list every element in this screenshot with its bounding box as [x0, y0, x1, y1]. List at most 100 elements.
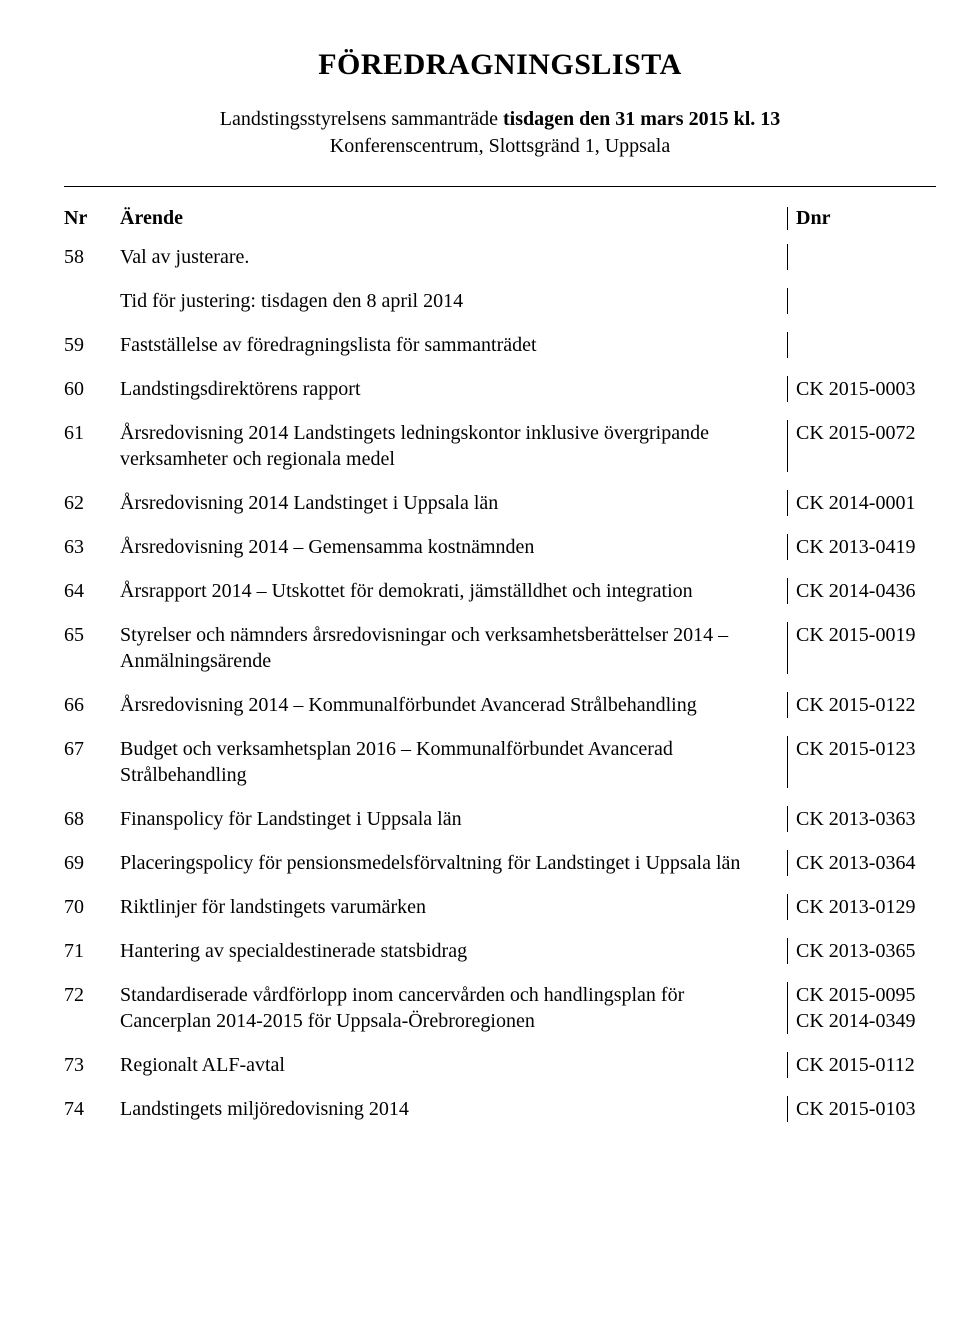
row-nr: 60 [64, 376, 120, 402]
dnr-line: CK 2015-0103 [796, 1096, 936, 1122]
table-row: 61Årsredovisning 2014 Landstingets ledni… [64, 420, 936, 472]
table-row: 73Regionalt ALF-avtal CK 2015-0112 [64, 1052, 936, 1078]
dnr-line: CK 2014-0436 [796, 578, 936, 604]
row-nr: 64 [64, 578, 120, 604]
table-row: 59Fastställelse av föredragningslista fö… [64, 332, 936, 358]
row-nr [64, 288, 120, 314]
table-body: 58Val av justerare. Tid för justering: ti… [64, 244, 936, 1122]
row-dnr: CK 2014-0436 [787, 578, 936, 604]
row-arende: Placeringspolicy för pensionsmedelsförva… [120, 850, 787, 876]
row-nr: 68 [64, 806, 120, 832]
row-dnr: CK 2013-0365 [787, 938, 936, 964]
row-arende: Landstingets miljöredovisning 2014 [120, 1096, 787, 1122]
row-arende: Riktlinjer för landstingets varumärken [120, 894, 787, 920]
row-arende: Årsrapport 2014 – Utskottet för demokrat… [120, 578, 787, 604]
row-nr: 62 [64, 490, 120, 516]
row-dnr: CK 2015-0003 [787, 376, 936, 402]
row-dnr [787, 244, 936, 270]
subtitle-bold: tisdagen den 31 mars 2015 kl. 13 [503, 108, 780, 130]
table-row: 66Årsredovisning 2014 – Kommunalförbunde… [64, 692, 936, 718]
row-arende: Årsredovisning 2014 Landstinget i Uppsal… [120, 490, 787, 516]
table-row: 65Styrelser och nämnders årsredovisninga… [64, 622, 936, 674]
row-arende: Standardiserade vårdförlopp inom cancerv… [120, 982, 787, 1034]
row-nr: 71 [64, 938, 120, 964]
dnr-line: CK 2015-0123 [796, 736, 936, 762]
row-arende: Årsredovisning 2014 – Kommunalförbundet … [120, 692, 787, 718]
row-arende: Årsredovisning 2014 – Gemensamma kostnäm… [120, 534, 787, 560]
row-arende: Finanspolicy för Landstinget i Uppsala l… [120, 806, 787, 832]
row-dnr: CK 2015-0103 [787, 1096, 936, 1122]
row-dnr: CK 2015-0095CK 2014-0349 [787, 982, 936, 1034]
row-dnr: CK 2013-0419 [787, 534, 936, 560]
row-arende: Årsredovisning 2014 Landstingets ledning… [120, 420, 787, 472]
row-dnr: CK 2014-0001 [787, 490, 936, 516]
dnr-line: CK 2015-0095 [796, 982, 936, 1008]
dnr-line: CK 2013-0363 [796, 806, 936, 832]
row-arende: Val av justerare. [120, 244, 787, 270]
row-dnr: CK 2015-0122 [787, 692, 936, 718]
dnr-line: CK 2013-0419 [796, 534, 936, 560]
dnr-line: CK 2013-0129 [796, 894, 936, 920]
row-arende: Fastställelse av föredragningslista för … [120, 332, 787, 358]
dnr-line: CK 2015-0003 [796, 376, 936, 402]
dnr-line: CK 2015-0072 [796, 420, 936, 446]
row-nr: 73 [64, 1052, 120, 1078]
row-dnr [787, 332, 936, 358]
row-dnr: CK 2015-0072 [787, 420, 936, 472]
dnr-line: CK 2013-0364 [796, 850, 936, 876]
row-nr: 70 [64, 894, 120, 920]
table-row: 58Val av justerare. [64, 244, 936, 270]
row-dnr: CK 2013-0363 [787, 806, 936, 832]
row-nr: 59 [64, 332, 120, 358]
table-row: 70Riktlinjer för landstingets varumärken… [64, 894, 936, 920]
table-row: 71Hantering av specialdestinerade statsb… [64, 938, 936, 964]
table-row: 62Årsredovisning 2014 Landstinget i Upps… [64, 490, 936, 516]
row-dnr: CK 2013-0129 [787, 894, 936, 920]
meeting-subtitle: Landstingsstyrelsens sammanträde tisdage… [64, 106, 936, 133]
row-nr: 72 [64, 982, 120, 1034]
row-nr: 66 [64, 692, 120, 718]
dnr-line: CK 2014-0001 [796, 490, 936, 516]
row-arende: Regionalt ALF-avtal [120, 1052, 787, 1078]
dnr-line: CK 2015-0112 [796, 1052, 936, 1078]
row-nr: 58 [64, 244, 120, 270]
table-row: 72Standardiserade vårdförlopp inom cance… [64, 982, 936, 1034]
divider [64, 186, 936, 187]
table-row: Tid för justering: tisdagen den 8 april … [64, 288, 936, 314]
header-arende: Ärende [120, 207, 787, 230]
row-arende: Landstingsdirektörens rapport [120, 376, 787, 402]
row-nr: 65 [64, 622, 120, 674]
header-dnr: Dnr [787, 207, 936, 230]
row-arende: Hantering av specialdestinerade statsbid… [120, 938, 787, 964]
row-dnr: CK 2015-0019 [787, 622, 936, 674]
dnr-line: CK 2014-0349 [796, 1008, 936, 1034]
row-arende: Budget och verksamhetsplan 2016 – Kommun… [120, 736, 787, 788]
row-dnr [787, 288, 936, 314]
row-dnr: CK 2013-0364 [787, 850, 936, 876]
table-row: 68Finanspolicy för Landstinget i Uppsala… [64, 806, 936, 832]
row-arende: Tid för justering: tisdagen den 8 april … [120, 288, 787, 314]
table-row: 63Årsredovisning 2014 – Gemensamma kostn… [64, 534, 936, 560]
row-nr: 69 [64, 850, 120, 876]
page-title: FÖREDRAGNINGSLISTA [64, 48, 936, 82]
row-nr: 63 [64, 534, 120, 560]
table-row: 67Budget och verksamhetsplan 2016 – Komm… [64, 736, 936, 788]
table-row: 69Placeringspolicy för pensionsmedelsför… [64, 850, 936, 876]
header-nr: Nr [64, 207, 120, 230]
row-dnr: CK 2015-0112 [787, 1052, 936, 1078]
dnr-line: CK 2015-0122 [796, 692, 936, 718]
row-nr: 61 [64, 420, 120, 472]
document-page: FÖREDRAGNINGSLISTA Landstingsstyrelsens … [0, 0, 960, 1188]
table-row: 74Landstingets miljöredovisning 2014 CK 2… [64, 1096, 936, 1122]
dnr-line: CK 2013-0365 [796, 938, 936, 964]
table-row: 60Landstingsdirektörens rapport CK 2015-0… [64, 376, 936, 402]
meeting-location: Konferenscentrum, Slottsgränd 1, Uppsala [64, 135, 936, 158]
row-dnr: CK 2015-0123 [787, 736, 936, 788]
table-header: Nr Ärende Dnr [64, 207, 936, 230]
row-nr: 74 [64, 1096, 120, 1122]
table-row: 64Årsrapport 2014 – Utskottet för demokr… [64, 578, 936, 604]
row-arende: Styrelser och nämnders årsredovisningar … [120, 622, 787, 674]
row-nr: 67 [64, 736, 120, 788]
subtitle-prefix: Landstingsstyrelsens sammanträde [220, 108, 503, 130]
dnr-line: CK 2015-0019 [796, 622, 936, 648]
